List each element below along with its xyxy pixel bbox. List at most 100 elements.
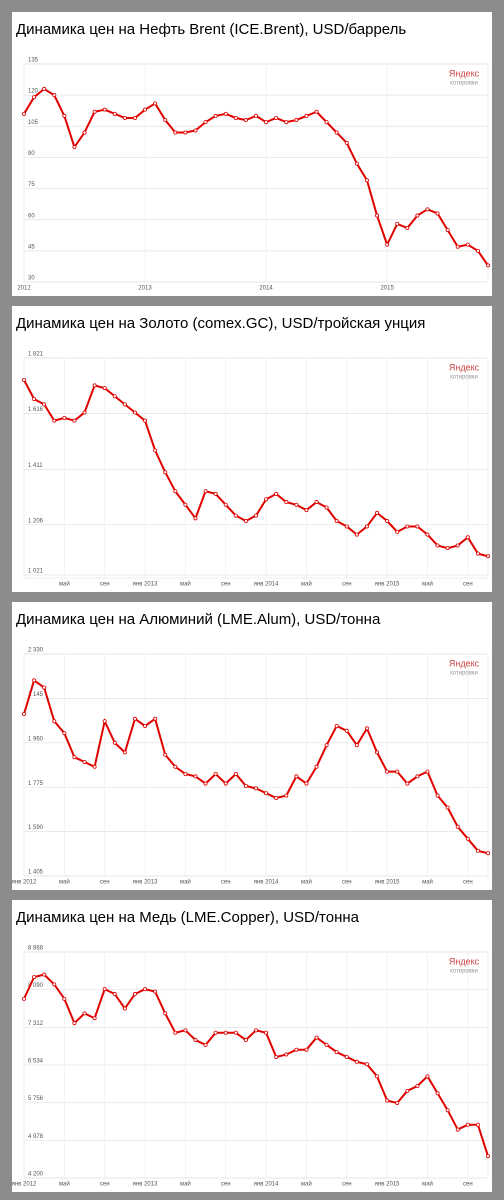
data-point (153, 989, 158, 994)
x-tick-label: 2013 (138, 286, 152, 292)
data-point (72, 145, 77, 150)
data-point (304, 508, 309, 513)
data-point (294, 502, 299, 507)
data-point (284, 120, 289, 125)
data-point (324, 505, 329, 510)
data-point (233, 115, 238, 120)
chart-title: Динамика цен на Золото (comex.GC), USD/т… (16, 315, 425, 332)
data-point (415, 213, 420, 218)
x-tick-label: янв 2014 (254, 880, 279, 886)
data-point (425, 532, 430, 537)
data-point (375, 1074, 380, 1079)
data-point (364, 524, 369, 529)
data-point (122, 750, 127, 755)
data-point (375, 750, 380, 755)
data-point (132, 115, 137, 120)
data-point (92, 109, 97, 114)
data-point (233, 772, 238, 777)
data-point (314, 764, 319, 769)
data-point (465, 535, 470, 540)
data-point (82, 1011, 87, 1016)
y-tick-label: 8 868 (28, 946, 44, 952)
data-point (102, 719, 107, 724)
x-tick-label: янв 2014 (254, 582, 279, 588)
data-point (375, 213, 380, 218)
watermark-sub: котировки (450, 81, 478, 87)
data-point (455, 244, 460, 249)
x-tick-label: янв 2015 (375, 880, 400, 886)
y-tick-label: 1 590 (28, 825, 44, 831)
y-tick-label: 4 978 (28, 1134, 44, 1140)
y-tick-label: 135 (28, 58, 39, 64)
watermark: Яндекс (449, 68, 480, 78)
data-point (173, 489, 178, 494)
data-point (264, 497, 269, 502)
x-tick-label: сен (463, 1182, 473, 1188)
data-point (213, 113, 218, 118)
data-point (112, 992, 117, 997)
chart-title: Динамика цен на Алюминий (LME.Alum), USD… (16, 611, 381, 628)
data-point (364, 726, 369, 731)
data-point (435, 211, 440, 216)
watermark: Яндекс (449, 362, 480, 372)
x-tick-label: сен (221, 582, 231, 588)
data-point (385, 242, 390, 247)
data-point (465, 836, 470, 841)
data-point (143, 418, 148, 423)
data-point (485, 263, 490, 268)
data-point (274, 796, 279, 801)
data-point (364, 1062, 369, 1067)
data-point (52, 93, 57, 98)
data-point (264, 1030, 269, 1035)
data-point (385, 1098, 390, 1103)
y-tick-label: 5 756 (28, 1096, 44, 1102)
data-point (405, 781, 410, 786)
data-point (92, 1016, 97, 1021)
data-point (62, 996, 67, 1001)
data-point (264, 120, 269, 125)
x-tick-label: янв 2013 (133, 1182, 158, 1188)
data-point (213, 772, 218, 777)
data-point (42, 86, 47, 91)
y-tick-label: 45 (28, 244, 35, 250)
chart-title: Динамика цен на Нефть Brent (ICE.Brent),… (16, 21, 406, 38)
data-point (223, 781, 228, 786)
data-point (405, 1088, 410, 1093)
data-point (354, 1059, 359, 1064)
x-tick-label: май (422, 581, 433, 588)
y-tick-label: 1 206 (28, 518, 44, 524)
x-tick-label: 2012 (17, 286, 31, 292)
data-point (32, 975, 37, 980)
data-point (82, 760, 87, 765)
data-point (475, 848, 480, 853)
data-point (163, 118, 168, 123)
data-point (223, 502, 228, 507)
data-point (465, 1122, 470, 1127)
data-point (253, 786, 258, 791)
data-point (112, 394, 117, 399)
y-tick-label: 1 616 (28, 407, 44, 413)
x-tick-label: май (180, 1181, 191, 1188)
data-point (304, 781, 309, 786)
data-point (163, 470, 168, 475)
x-tick-label: май (59, 581, 70, 588)
chart-panel: Динамика цен на Нефть Brent (ICE.Brent),… (12, 12, 492, 296)
data-point (324, 120, 329, 125)
data-point (92, 383, 97, 388)
data-point (485, 1154, 490, 1159)
y-tick-label: 30 (28, 276, 35, 282)
data-point (223, 1030, 228, 1035)
data-point (475, 248, 480, 253)
watermark-sub: котировки (450, 375, 478, 381)
data-point (445, 228, 450, 233)
data-point (42, 685, 47, 690)
data-point (334, 1050, 339, 1055)
data-point (122, 115, 127, 120)
x-tick-label: май (180, 581, 191, 588)
data-point (21, 996, 26, 1001)
data-point (132, 716, 137, 721)
watermark: Яндекс (449, 658, 480, 668)
data-point (233, 1030, 238, 1035)
data-point (203, 489, 208, 494)
x-tick-label: янв 2014 (254, 1182, 279, 1188)
